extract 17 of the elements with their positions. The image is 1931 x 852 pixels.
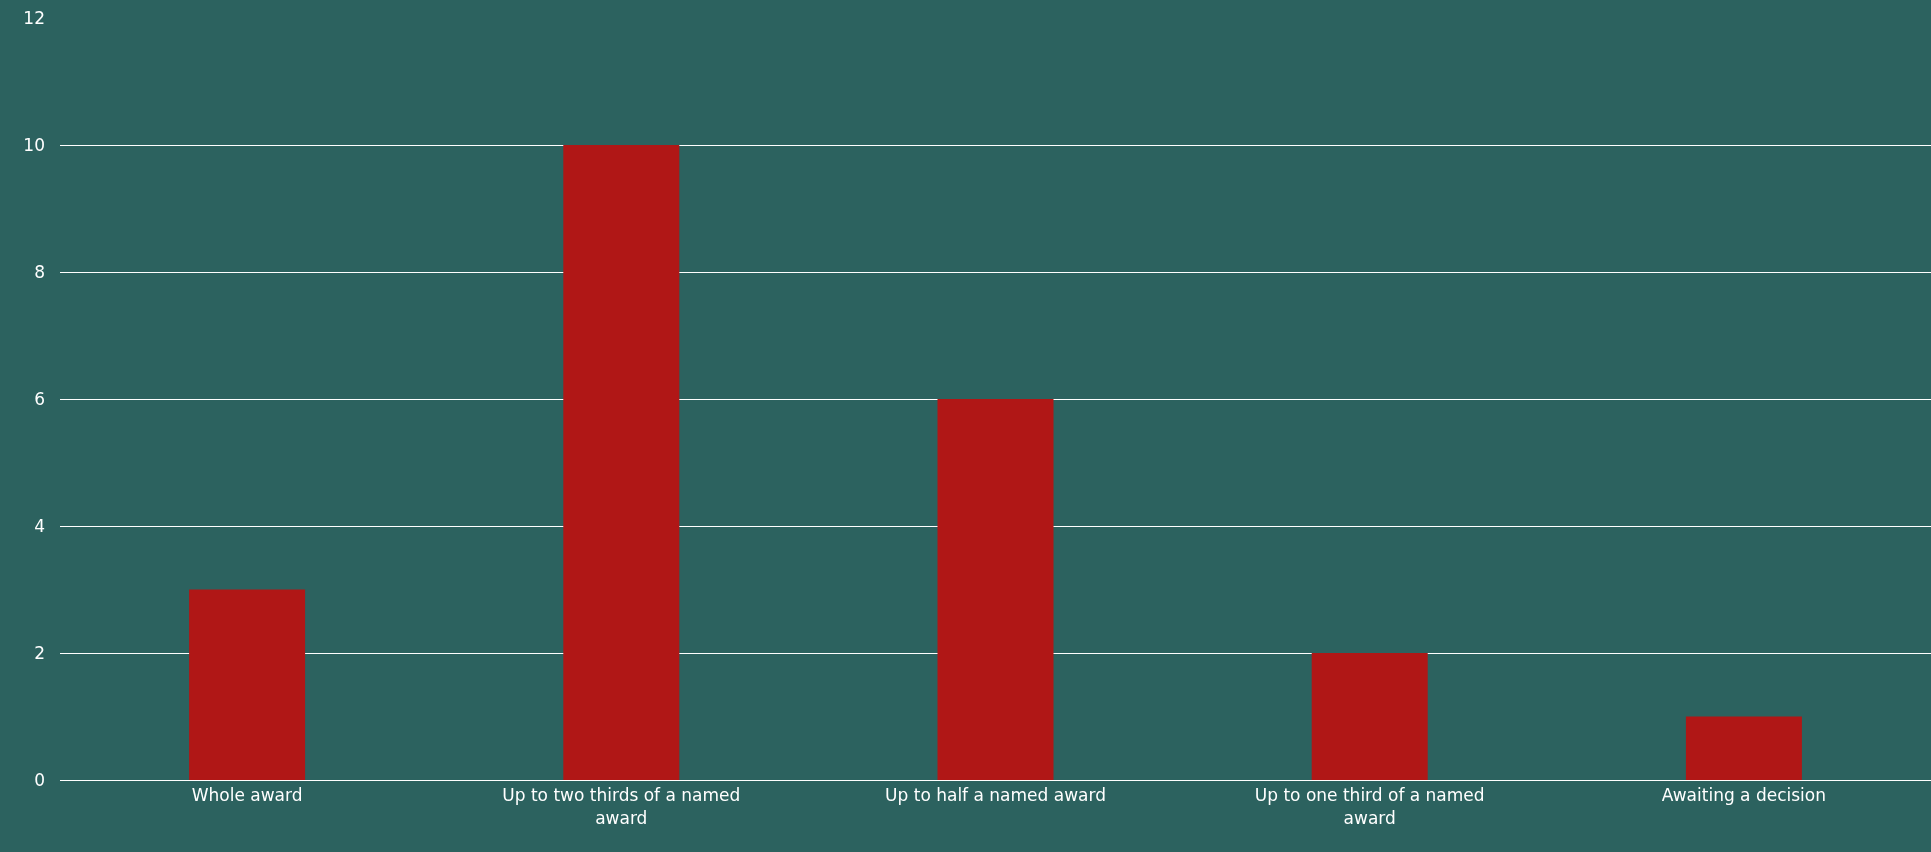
- bar: [189, 589, 306, 780]
- y-tick-label: 12: [23, 7, 45, 28]
- y-tick-label: 2: [34, 642, 45, 663]
- y-tick-label: 4: [34, 515, 45, 536]
- y-tick-label: 10: [23, 134, 45, 155]
- x-tick-label: Up to one third of a named award: [1254, 785, 1485, 828]
- bar: [563, 145, 680, 780]
- x-tick-label: Up to two thirds of a named award: [502, 785, 741, 828]
- bar: [1685, 716, 1802, 780]
- x-tick-label: Awaiting a decision: [1661, 785, 1827, 806]
- y-tick-label: 0: [34, 769, 45, 790]
- x-tick-label: Whole award: [191, 785, 303, 806]
- bar: [937, 399, 1054, 780]
- x-tick-label: Up to half a named award: [885, 785, 1106, 806]
- y-tick-label: 6: [34, 388, 45, 409]
- bar: [1311, 653, 1428, 780]
- y-tick-label: 8: [34, 261, 45, 282]
